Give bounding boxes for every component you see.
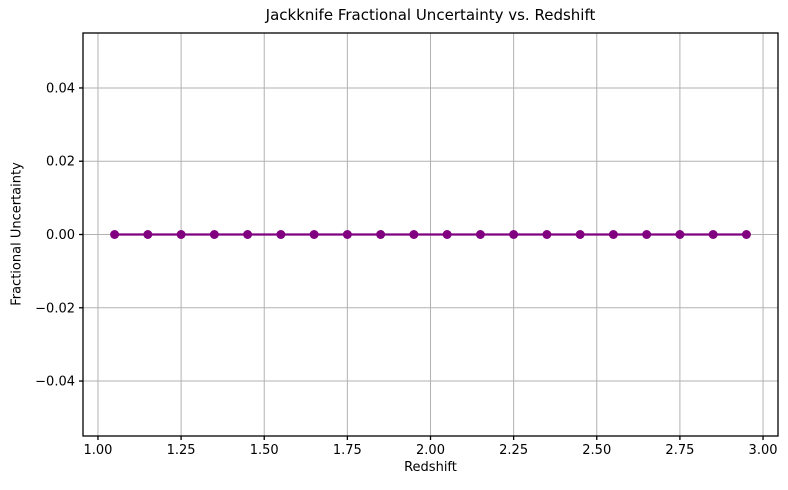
y-tick-label: −0.04 — [35, 375, 75, 390]
data-point — [542, 230, 552, 239]
data-point — [409, 230, 419, 239]
data-point — [509, 230, 519, 239]
data-point — [608, 230, 618, 239]
data-point — [575, 230, 585, 239]
x-tick-label: 2.75 — [665, 443, 694, 458]
data-point — [176, 230, 186, 239]
x-tick-label: 1.75 — [333, 443, 362, 458]
x-tick-label: 2.25 — [499, 443, 528, 458]
data-point — [276, 230, 286, 239]
y-axis-label: Fractional Uncertainty — [9, 162, 25, 306]
data-point — [309, 230, 319, 239]
y-tick-label: 0.04 — [46, 81, 75, 96]
data-point — [342, 230, 352, 239]
x-tick-label: 1.50 — [250, 443, 279, 458]
data-point — [741, 230, 751, 239]
data-point — [475, 230, 485, 239]
data-point — [110, 230, 120, 239]
y-tick-label: 0.00 — [46, 228, 75, 243]
data-point — [642, 230, 652, 239]
data-point — [209, 230, 219, 239]
data-point — [675, 230, 685, 239]
x-tick-label: 2.50 — [582, 443, 611, 458]
data-point — [243, 230, 253, 239]
y-tick-label: 0.02 — [46, 155, 75, 170]
data-point — [708, 230, 718, 239]
x-tick-label: 3.00 — [749, 443, 778, 458]
y-tick-label: −0.02 — [35, 301, 75, 316]
data-point — [376, 230, 386, 239]
x-tick-label: 1.25 — [167, 443, 196, 458]
x-tick-label: 2.00 — [416, 443, 445, 458]
x-axis-label: Redshift — [404, 460, 457, 475]
x-tick-label: 1.00 — [83, 443, 112, 458]
data-point — [442, 230, 452, 239]
data-point — [143, 230, 153, 239]
chart-title: Jackknife Fractional Uncertainty vs. Red… — [265, 6, 596, 24]
